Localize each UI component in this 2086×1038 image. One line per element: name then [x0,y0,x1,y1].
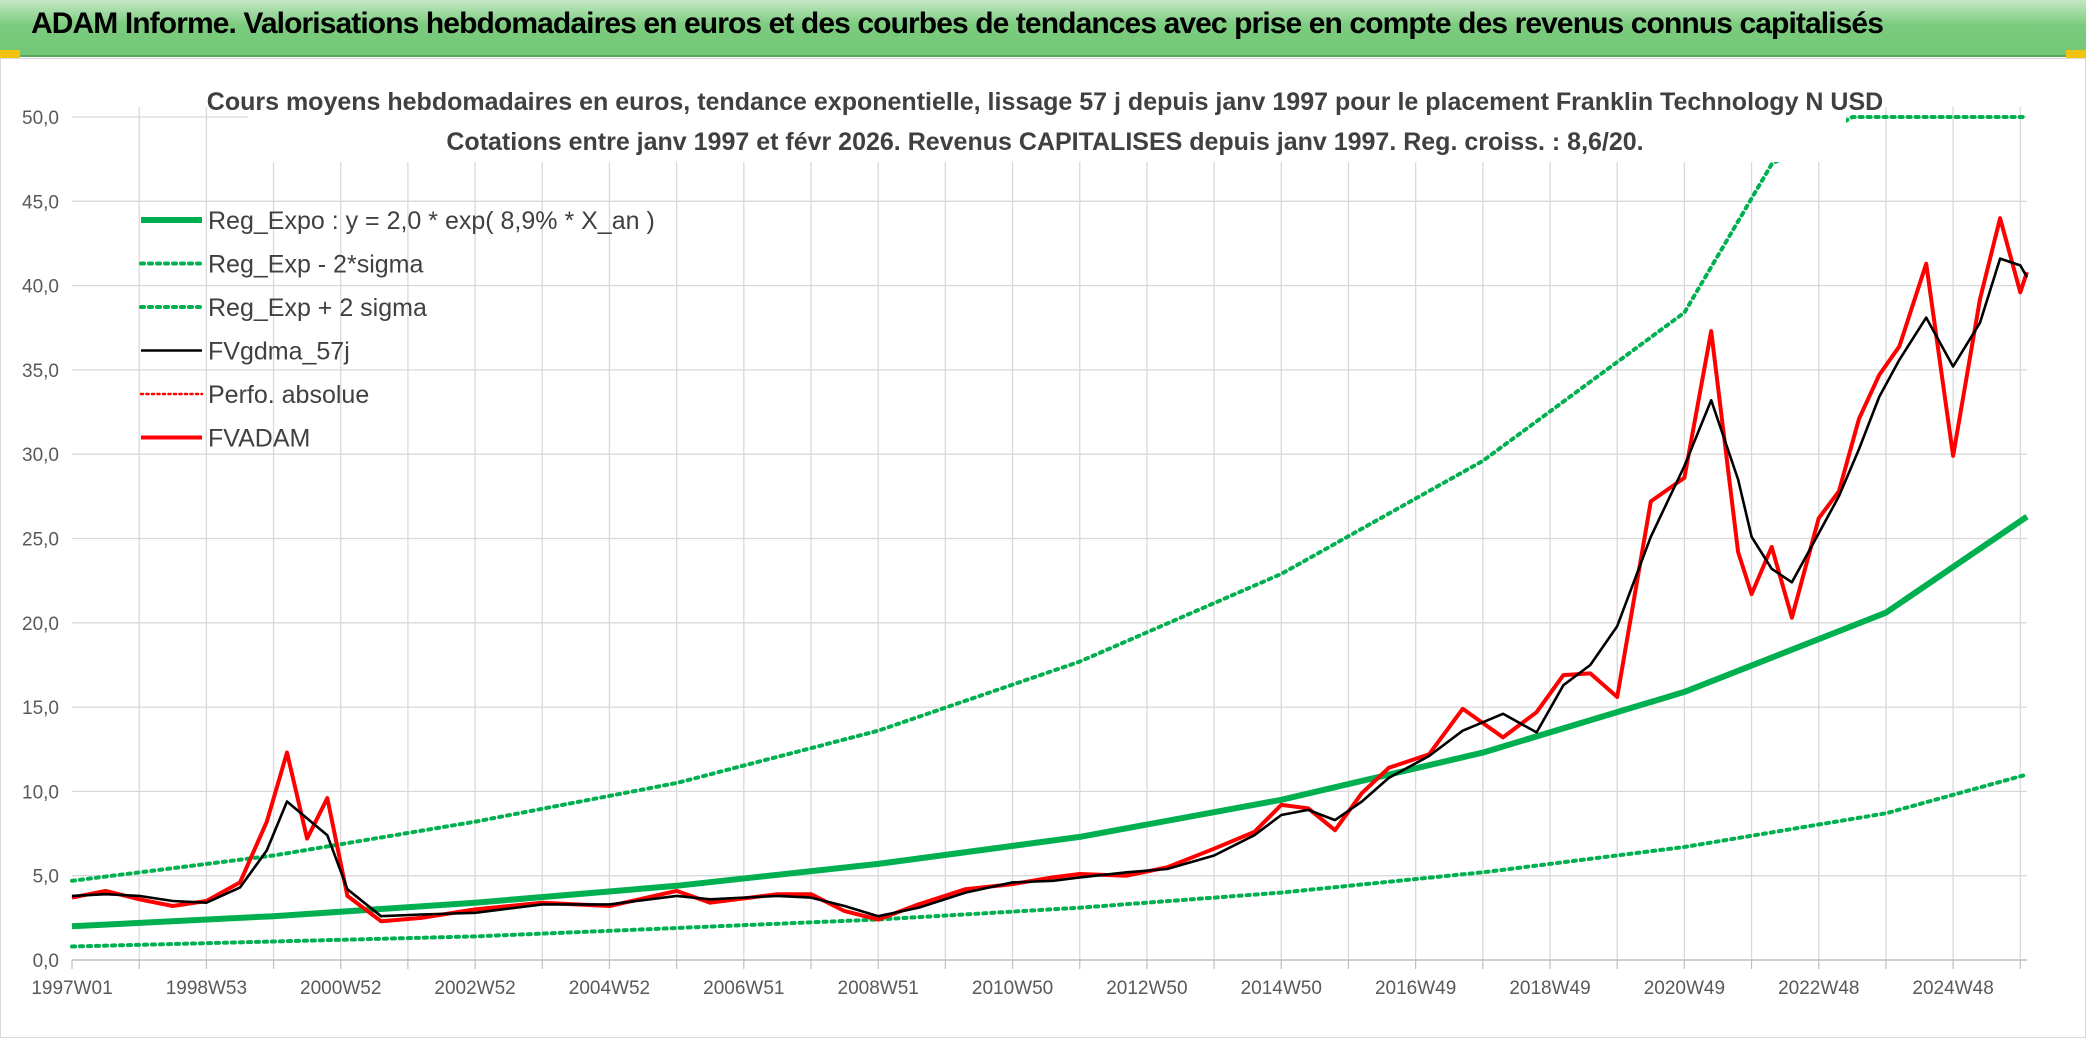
x-tick-label: 2004W52 [569,978,650,999]
x-tick-label: 2012W50 [1106,978,1187,999]
series-line-0 [71,514,2029,930]
series-line-3 [71,257,2029,918]
y-tick-label: 25,0 [22,530,59,551]
y-tick-label: 35,0 [22,361,59,382]
axes [71,959,2027,969]
series-line-1 [70,772,2029,949]
x-tick-label: 2006W51 [703,978,784,999]
y-tick-label: 45,0 [22,192,59,213]
x-tick-label: 2016W49 [1375,978,1456,999]
legend-label: Reg_Expo : y = 2,0 * exp( 8,9% * X_an ) [208,207,655,235]
x-tick-label: 1997W01 [31,978,112,999]
y-tick-label: 40,0 [22,277,59,298]
y-tick-label: 20,0 [22,614,59,635]
legend-label: Reg_Exp + 2 sigma [208,294,427,322]
y-tick-label: 5,0 [33,867,59,888]
y-axis-tick-labels: 0,0 5,0 10,0 15,0 20,0 25,0 30,0 35,0 40,0 45,0 50… [22,108,59,972]
report-banner: ADAM Informe. Valorisations hebdomadaire… [0,0,2086,57]
series-layer [70,115,2029,949]
corner-mark-right [2066,50,2086,58]
chart-title: Cours moyens hebdomadaires en euros, ten… [207,88,1883,116]
y-tick-label: 10,0 [22,782,59,803]
x-tick-label: 2008W51 [838,978,919,999]
x-tick-label: 2018W49 [1509,978,1590,999]
y-tick-label: 0,0 [33,951,59,972]
y-tick-label: 15,0 [22,698,59,719]
x-tick-label: 2024W48 [1912,978,1993,999]
x-tick-label: 2010W50 [972,978,1053,999]
x-tick-label: 2022W48 [1778,978,1859,999]
x-tick-label: 2002W52 [434,978,515,999]
legend-label: FVgdma_57j [208,338,350,366]
corner-mark-left [0,50,20,58]
y-tick-label: 30,0 [22,445,59,466]
chart-subtitle: Cotations entre janv 1997 et févr 2026. … [446,128,1643,156]
series-line-5 [71,216,2029,924]
y-tick-label: 50,0 [22,108,59,129]
report-title: ADAM Informe. Valorisations hebdomadaire… [31,7,1884,40]
title-backdrop [248,78,1846,162]
x-axis-tick-labels: 1997W01 1998W53 2000W52 2002W52 2004W52 2006W… [31,978,1993,999]
legend: Reg_Expo : y = 2,0 * exp( 8,9% * X_an ) R… [139,207,655,453]
legend-label: Perfo. absolue [208,381,369,409]
x-tick-label: 1998W53 [166,978,247,999]
x-tick-label: 2000W52 [300,978,381,999]
x-tick-label: 2020W49 [1644,978,1725,999]
x-tick-label: 2014W50 [1241,978,1322,999]
legend-label: FVADAM [208,425,310,453]
legend-label: Reg_Exp - 2*sigma [208,251,423,279]
